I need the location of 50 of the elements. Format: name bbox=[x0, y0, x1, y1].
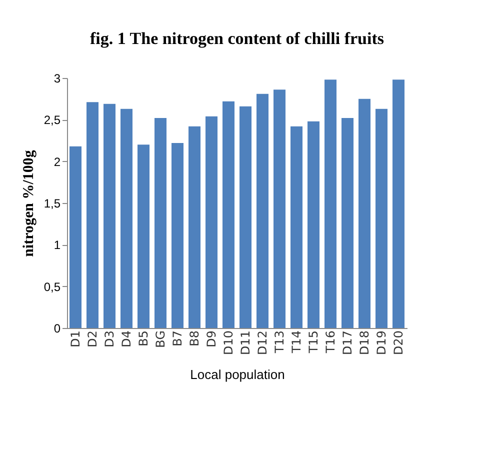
bar bbox=[104, 104, 116, 328]
x-tick-label: D1 bbox=[68, 330, 82, 348]
bar bbox=[154, 118, 166, 328]
y-tick-label: 1,5 bbox=[44, 196, 61, 210]
bar bbox=[358, 98, 370, 328]
x-tick-label: T16 bbox=[324, 330, 338, 354]
bar bbox=[70, 146, 82, 328]
x-tick-label: T13 bbox=[272, 330, 286, 354]
x-tick-label: D11 bbox=[238, 330, 252, 356]
x-tick-label: D19 bbox=[374, 330, 388, 356]
y-tick-label: 0 bbox=[54, 322, 61, 336]
x-tick-label: B7 bbox=[170, 330, 184, 346]
x-axis-title: Local population bbox=[190, 367, 285, 382]
x-tick-label: D20 bbox=[392, 330, 406, 356]
x-tick-label: BG bbox=[154, 330, 168, 348]
x-tick-label: B5 bbox=[136, 330, 150, 346]
x-tick-label: D3 bbox=[102, 330, 116, 348]
x-tick-label: T15 bbox=[306, 330, 320, 354]
bar bbox=[290, 126, 302, 328]
x-tick-label: B8 bbox=[188, 330, 202, 346]
bar bbox=[240, 106, 252, 328]
bar bbox=[188, 126, 200, 328]
x-tick-label: D4 bbox=[120, 330, 134, 348]
y-tick-label: 2,5 bbox=[44, 113, 61, 128]
x-tick-label: D12 bbox=[256, 330, 270, 356]
x-tick-label: D9 bbox=[204, 330, 218, 348]
bar bbox=[376, 108, 388, 328]
bar bbox=[274, 90, 286, 328]
chart-title: fig. 1 The nitrogen content of chilli fruits bbox=[90, 29, 384, 48]
bar bbox=[308, 121, 320, 328]
bar bbox=[222, 101, 234, 328]
x-tick-label: D18 bbox=[358, 330, 372, 356]
bar bbox=[120, 108, 132, 328]
x-tick-label: T14 bbox=[290, 330, 304, 354]
bar bbox=[256, 94, 268, 328]
x-tick-label: D2 bbox=[86, 330, 100, 348]
x-tick-label: D17 bbox=[340, 330, 354, 356]
bar bbox=[138, 144, 150, 328]
y-tick-label: 2 bbox=[54, 154, 61, 169]
bar bbox=[342, 118, 354, 328]
y-axis-title: nitrogen %/100g bbox=[20, 150, 37, 257]
bar bbox=[324, 80, 336, 328]
y-tick-label: 3 bbox=[54, 72, 61, 86]
bar bbox=[392, 80, 404, 328]
bar bbox=[206, 116, 218, 328]
x-tick-label: D10 bbox=[222, 330, 236, 356]
y-tick-label: 1 bbox=[54, 238, 61, 252]
bar bbox=[172, 143, 184, 328]
bar bbox=[86, 102, 98, 328]
y-tick-label: 0,5 bbox=[44, 280, 61, 294]
